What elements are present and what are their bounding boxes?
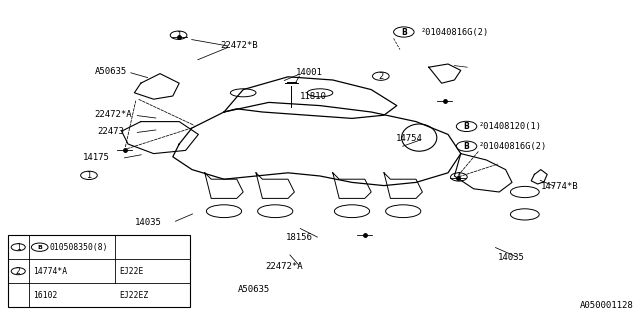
Text: 2: 2 — [16, 267, 20, 276]
Text: 16102: 16102 — [33, 291, 57, 300]
Text: 1: 1 — [86, 171, 92, 180]
Text: A50635: A50635 — [238, 285, 270, 294]
Text: 22472*B: 22472*B — [221, 41, 259, 50]
Text: 14001: 14001 — [296, 68, 323, 77]
Text: B: B — [37, 245, 42, 250]
Text: 22472*A: 22472*A — [266, 262, 303, 271]
Text: 14774*A: 14774*A — [33, 267, 67, 276]
Text: 14175: 14175 — [83, 153, 110, 162]
Text: 010508350(8): 010508350(8) — [50, 243, 108, 252]
Text: ²01408120(1): ²01408120(1) — [479, 122, 541, 131]
Text: ²01040816G(2): ²01040816G(2) — [421, 28, 490, 36]
Text: A050001128: A050001128 — [580, 301, 634, 310]
Text: B: B — [464, 142, 469, 151]
Text: 18156: 18156 — [285, 233, 312, 242]
Text: 22472*A: 22472*A — [95, 110, 132, 119]
Text: ²01040816G(2): ²01040816G(2) — [479, 142, 547, 151]
Text: 2: 2 — [378, 72, 383, 81]
FancyBboxPatch shape — [8, 235, 190, 307]
Text: A50635: A50635 — [95, 67, 127, 76]
Text: EJ22E: EJ22E — [119, 267, 143, 276]
Text: 1: 1 — [16, 243, 20, 252]
Text: 14774*B: 14774*B — [541, 182, 579, 191]
Text: 1: 1 — [176, 31, 181, 40]
Text: EJ22EZ: EJ22EZ — [119, 291, 148, 300]
Text: 1: 1 — [456, 172, 461, 181]
Text: 22473: 22473 — [97, 127, 124, 136]
Text: B: B — [464, 122, 469, 131]
Text: 14035: 14035 — [134, 218, 161, 227]
Text: 11810: 11810 — [300, 92, 326, 101]
Text: 14035: 14035 — [498, 253, 525, 262]
Text: 14754: 14754 — [396, 134, 422, 143]
Text: B: B — [401, 28, 406, 36]
